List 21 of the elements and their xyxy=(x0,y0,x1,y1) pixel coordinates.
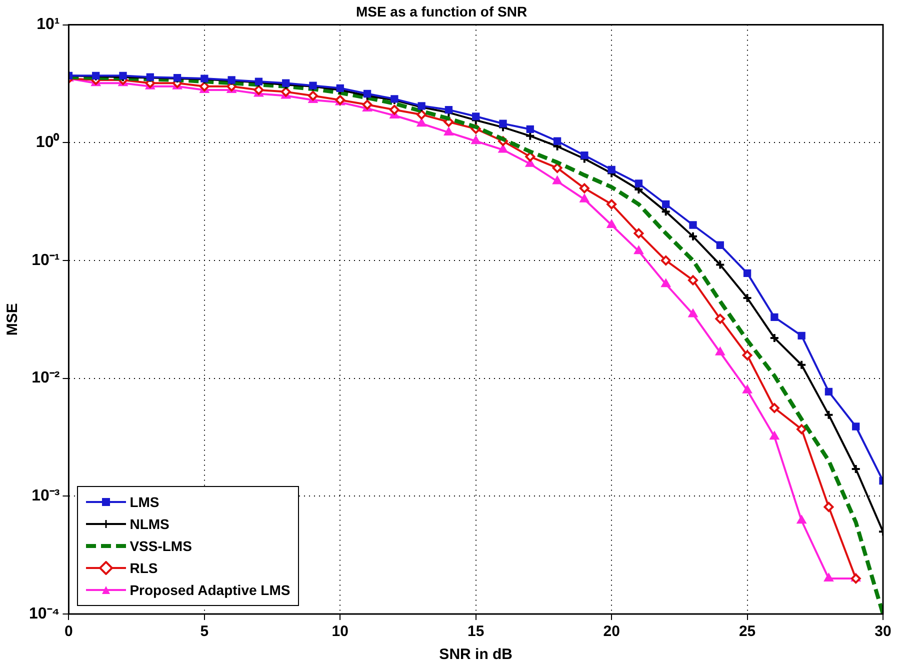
x-tick-label: 20 xyxy=(603,623,620,640)
x-tick-label: 0 xyxy=(64,623,73,640)
x-tick-label: 30 xyxy=(874,623,892,640)
legend-label: LMS xyxy=(130,494,160,510)
legend-label: VSS-LMS xyxy=(130,538,192,554)
y-tick-label: 10⁻¹ xyxy=(32,252,60,269)
x-axis-title: SNR in dB xyxy=(439,646,513,664)
x-tick-label: 10 xyxy=(332,623,348,640)
y-tick-label: 10⁻³ xyxy=(32,488,60,505)
legend-label: NLMS xyxy=(130,516,170,532)
x-tick-label: 15 xyxy=(468,623,484,640)
y-tick-label: 10⁻⁴ xyxy=(28,605,60,622)
legend-label: Proposed Adaptive LMS xyxy=(130,582,290,598)
y-tick-label: 10⁻² xyxy=(32,370,60,387)
x-tick-label: 5 xyxy=(200,623,209,640)
x-tick-label: 25 xyxy=(738,623,756,640)
legend-label: RLS xyxy=(130,560,158,576)
y-tick-label: 10⁰ xyxy=(36,133,60,152)
y-axis-title: MSE xyxy=(4,303,22,336)
chart-title: MSE as a function of SNR xyxy=(356,3,528,20)
y-tick-label: 10¹ xyxy=(36,16,60,34)
